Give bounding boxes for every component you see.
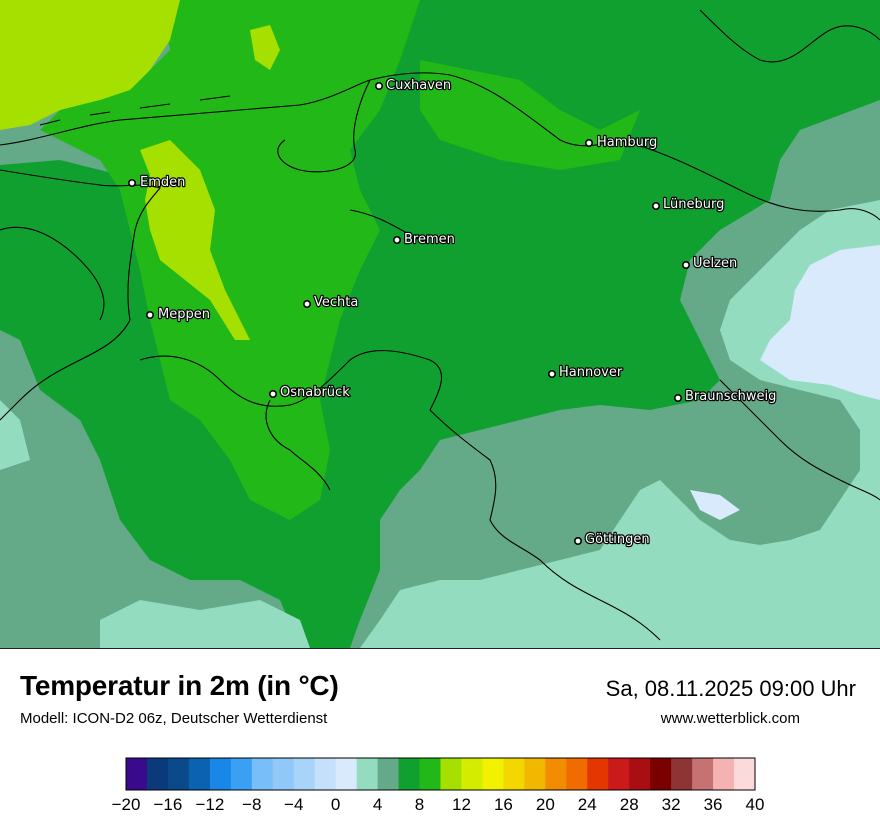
city-uelzen: Uelzen (681, 255, 738, 272)
legend-swatch (146, 758, 169, 790)
legend-tick-label: 28 (620, 795, 639, 814)
svg-text:Meppen: Meppen (158, 307, 210, 322)
legend-swatch (356, 758, 379, 790)
legend-tick-label: 20 (536, 795, 555, 814)
legend-tick-label: 4 (373, 795, 382, 814)
model-info: Modell: ICON-D2 06z, Deutscher Wetterdie… (20, 710, 328, 727)
legend-swatch (251, 758, 274, 790)
borders (0, 9, 880, 641)
legend-swatch (314, 758, 337, 790)
legend-tick-label: −8 (242, 795, 261, 814)
legend-swatch (377, 758, 400, 790)
svg-text:Vechta: Vechta (314, 295, 358, 310)
legend-swatch (167, 758, 190, 790)
legend-swatch (545, 758, 567, 790)
city-meppen: Meppen (146, 306, 211, 323)
legend-tick-label: −12 (195, 795, 224, 814)
city-braunschweig: Braunschweig (673, 388, 778, 405)
legend-swatch (566, 758, 588, 790)
svg-text:Cuxhaven: Cuxhaven (386, 78, 451, 93)
legend-swatch (398, 758, 421, 790)
legend-swatch (650, 758, 672, 790)
website-link[interactable]: www.wetterblick.com (660, 710, 800, 727)
zone-2-4-east (360, 200, 880, 648)
forecast-datetime: Sa, 08.11.2025 09:00 Uhr (605, 676, 856, 701)
svg-text:Hannover: Hannover (559, 365, 623, 380)
legend-tick-label: 16 (494, 795, 513, 814)
svg-text:Bremen: Bremen (404, 232, 455, 247)
legend-tick-label: −16 (154, 795, 183, 814)
legend-tick-label: 12 (452, 795, 471, 814)
city-osnabrueck: Osnabrück (268, 384, 351, 401)
legend-svg: −20 −16 −12 −8 −4 0 4 8 12 16 20 24 28 32 36 40 (112, 757, 765, 814)
legend-swatch (503, 758, 525, 790)
legend-swatch (230, 758, 253, 790)
legend-swatch (692, 758, 714, 790)
svg-text:Uelzen: Uelzen (693, 256, 737, 271)
svg-text:Hamburg: Hamburg (597, 135, 657, 150)
zone-8-10 (40, 0, 420, 520)
svg-text:Emden: Emden (140, 175, 185, 190)
zone-0-2-small (690, 490, 740, 520)
city-cuxhaven: Cuxhaven (374, 77, 452, 94)
color-legend: −20 −16 −12 −8 −4 0 4 8 12 16 20 24 28 32 36 40 (0, 750, 880, 830)
legend-swatch (629, 758, 651, 790)
legend-tick-label: 40 (746, 795, 765, 814)
legend-swatch (188, 758, 211, 790)
zone-10-12 (0, 0, 180, 130)
zone-8-10-north (420, 60, 640, 170)
zone-2-4-west (0, 400, 30, 470)
city-goettingen: Göttingen (573, 531, 651, 548)
legend-tick-label: 24 (578, 795, 597, 814)
legend-swatch (209, 758, 232, 790)
legend-tick-label: 32 (662, 795, 681, 814)
city-hannover: Hannover (547, 364, 624, 381)
legend-tick-label: 36 (704, 795, 723, 814)
legend-swatch (293, 758, 316, 790)
svg-text:Göttingen: Göttingen (585, 532, 650, 547)
legend-swatch (524, 758, 546, 790)
city-markers: Cuxhaven Hamburg Emden Lüneburg Bremen U… (128, 77, 778, 548)
legend-swatch (713, 758, 735, 790)
city-bremen: Bremen (392, 231, 456, 248)
legend-swatch (734, 758, 756, 790)
legend-tick-label: −4 (284, 795, 303, 814)
city-vechta: Vechta (302, 294, 360, 311)
zone-0-2 (760, 245, 880, 400)
svg-text:Braunschweig: Braunschweig (685, 389, 776, 404)
legend-swatch (461, 758, 483, 790)
legend-swatch (587, 758, 609, 790)
legend-border (125, 757, 756, 791)
map-svg: Cuxhaven Hamburg Emden Lüneburg Bremen U… (0, 0, 880, 648)
legend-swatch (671, 758, 693, 790)
legend-tick-label: 0 (331, 795, 340, 814)
svg-text:Lüneburg: Lüneburg (663, 197, 724, 212)
legend-tick-label: −20 (112, 795, 141, 814)
temperature-map: Cuxhaven Hamburg Emden Lüneburg Bremen U… (0, 0, 880, 649)
legend-swatch (608, 758, 630, 790)
zone-10-12-ems (140, 140, 250, 340)
city-hamburg: Hamburg (584, 134, 658, 151)
legend-swatch (126, 758, 148, 790)
svg-text:Osnabrück: Osnabrück (280, 385, 350, 400)
legend-swatch (419, 758, 441, 790)
legend-swatch (335, 758, 358, 790)
zone-10-12-island (250, 25, 280, 70)
city-lueneburg: Lüneburg (651, 196, 726, 213)
zone-2-4-south (100, 600, 310, 648)
city-emden: Emden (128, 174, 187, 191)
legend-swatch (272, 758, 295, 790)
legend-tick-label: 8 (415, 795, 424, 814)
map-title: Temperatur in 2m (in °C) (20, 670, 339, 701)
legend-swatch (482, 758, 504, 790)
legend-swatch (440, 758, 462, 790)
